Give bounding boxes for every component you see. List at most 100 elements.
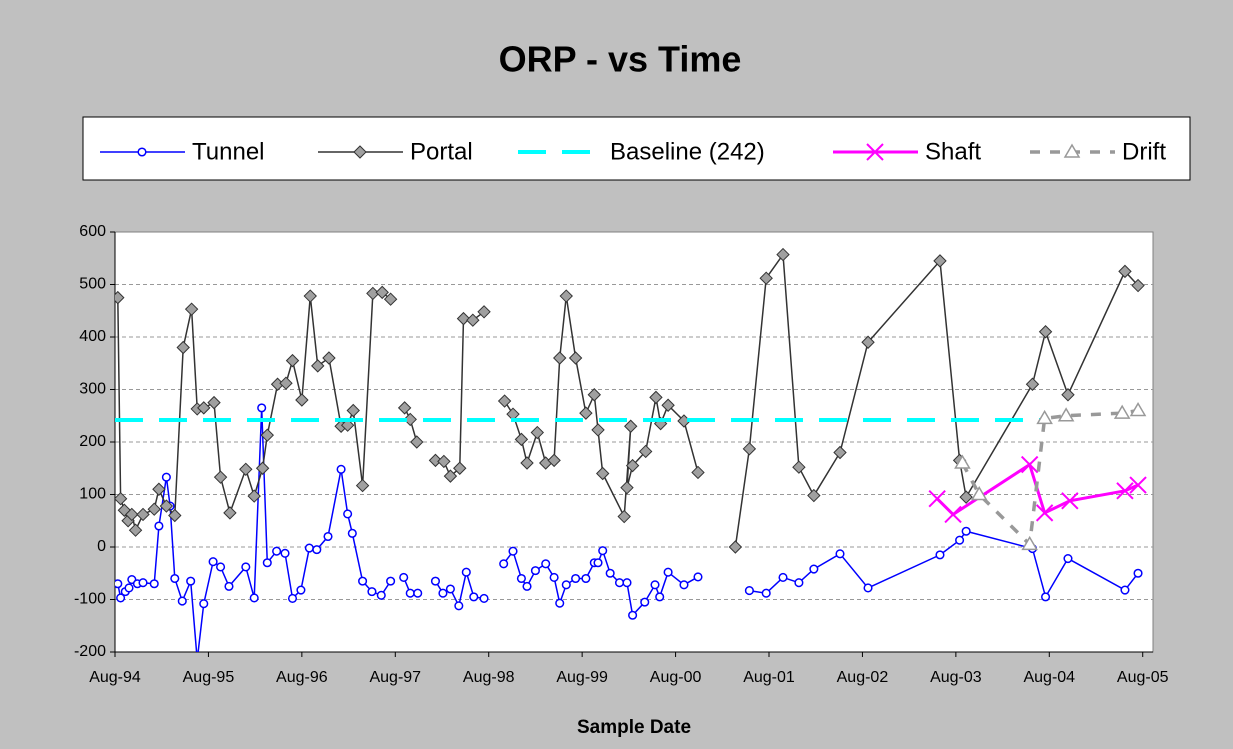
- point: [553, 351, 567, 365]
- point: [346, 403, 360, 418]
- point: [383, 292, 398, 306]
- point: [863, 583, 873, 593]
- point: [438, 588, 448, 598]
- x-tick-label: Aug-00: [650, 669, 702, 686]
- point: [340, 418, 355, 432]
- plot-series: [115, 247, 1147, 652]
- point: [778, 572, 788, 583]
- point: [593, 558, 603, 568]
- point: [935, 550, 945, 560]
- point: [115, 290, 125, 305]
- point: [170, 573, 180, 584]
- point: [403, 412, 417, 427]
- y-tick-label: 200: [79, 433, 106, 450]
- point: [561, 580, 571, 590]
- point: [375, 285, 389, 300]
- point: [287, 593, 298, 604]
- point: [1113, 404, 1131, 419]
- y-tick-label: 300: [79, 381, 106, 398]
- point: [469, 592, 479, 602]
- y-tick-label: 400: [79, 328, 106, 345]
- point: [207, 395, 221, 410]
- x-axis-title: Sample Date: [577, 717, 691, 738]
- point: [437, 454, 451, 469]
- x-tick-label: Aug-99: [556, 669, 608, 686]
- point: [605, 568, 615, 578]
- legend-label: Shaft: [925, 138, 981, 165]
- point: [197, 401, 211, 415]
- point: [625, 458, 640, 473]
- point: [456, 311, 471, 326]
- point: [397, 401, 412, 415]
- point: [461, 567, 471, 577]
- y-tick-label: -200: [74, 643, 106, 660]
- point: [861, 335, 875, 349]
- point: [149, 579, 159, 589]
- point: [933, 254, 947, 268]
- point: [115, 491, 128, 506]
- point: [443, 469, 458, 483]
- point: [617, 509, 631, 524]
- point: [1061, 492, 1079, 510]
- point: [125, 507, 139, 522]
- point: [322, 351, 336, 365]
- point: [928, 489, 946, 508]
- point: [1129, 476, 1147, 494]
- point: [223, 506, 237, 520]
- y-tick-label: 500: [79, 276, 106, 293]
- point: [466, 313, 480, 327]
- point: [650, 580, 660, 590]
- point: [568, 351, 583, 365]
- x-tick-label: Aug-96: [276, 669, 328, 686]
- point: [184, 302, 199, 316]
- point: [176, 340, 190, 355]
- point: [959, 490, 973, 504]
- point: [177, 596, 187, 606]
- point: [624, 419, 638, 433]
- point: [970, 486, 988, 501]
- point: [559, 289, 573, 303]
- point: [581, 573, 591, 584]
- point: [312, 545, 322, 555]
- y-tick-label: 600: [79, 223, 106, 240]
- point: [399, 572, 409, 583]
- point: [1057, 407, 1075, 422]
- point: [794, 578, 804, 588]
- point: [115, 579, 123, 589]
- point: [809, 564, 819, 574]
- point: [598, 546, 608, 556]
- point: [116, 593, 126, 603]
- point: [260, 428, 274, 442]
- point: [649, 390, 663, 405]
- point: [239, 462, 253, 477]
- point: [571, 573, 581, 584]
- point: [128, 523, 143, 537]
- point: [430, 576, 441, 586]
- legend-label: Baseline (242): [610, 138, 765, 165]
- legend-label: Portal: [410, 138, 473, 165]
- x-tick-label: Aug-04: [1023, 669, 1075, 686]
- point: [1131, 278, 1145, 293]
- x-tick-label: Aug-05: [1117, 669, 1169, 686]
- point: [807, 488, 821, 503]
- point: [479, 593, 489, 604]
- point: [224, 581, 234, 591]
- legend-marker: [866, 143, 884, 161]
- point: [1021, 535, 1038, 551]
- point: [661, 398, 675, 412]
- point: [367, 587, 377, 597]
- point: [587, 388, 602, 402]
- legend-marker: [353, 145, 367, 159]
- point: [454, 601, 464, 611]
- point: [161, 472, 171, 482]
- chart-title: ORP - vs Time: [499, 39, 742, 80]
- point: [530, 425, 545, 440]
- point: [213, 470, 228, 484]
- point: [499, 559, 509, 569]
- point: [1133, 568, 1143, 578]
- point: [679, 580, 689, 590]
- point: [413, 588, 423, 598]
- point: [955, 535, 965, 545]
- point: [168, 508, 182, 523]
